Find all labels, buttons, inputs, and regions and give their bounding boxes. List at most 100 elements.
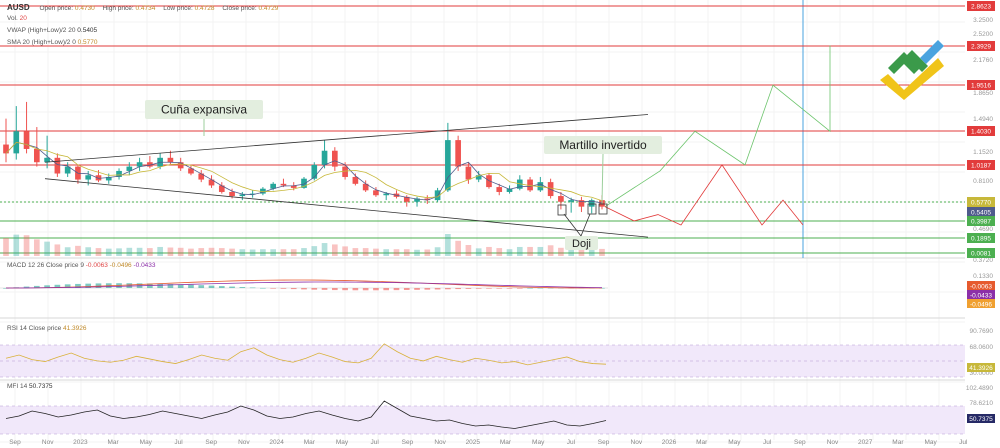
vol-value: 20	[19, 15, 27, 22]
hammer-label: Martillo invertido	[559, 138, 647, 152]
doji-label: Doji	[572, 238, 591, 250]
macd-histogram-bar	[34, 285, 40, 288]
mfi-line	[5, 400, 607, 429]
candle-body	[270, 183, 276, 189]
macd-axis-tag	[967, 299, 995, 308]
volume-bar	[475, 248, 482, 256]
candle-body	[578, 200, 585, 207]
candle-body	[280, 183, 287, 186]
doji-pointer-1	[563, 213, 582, 237]
candle-highlight-box	[587, 203, 597, 215]
candle-body	[527, 179, 533, 191]
logo-green-chevron	[888, 52, 920, 74]
candle-body	[434, 190, 441, 201]
hammer-label-bg	[544, 136, 662, 154]
time-tick-label: 2026	[662, 439, 677, 446]
macd-histogram-bar	[516, 288, 523, 289]
macd-histogram-bar	[188, 284, 194, 288]
volume-bar	[126, 247, 133, 256]
volume-bar	[465, 245, 472, 256]
macd-histogram-bar	[434, 288, 441, 290]
macd-histogram-bar	[547, 287, 554, 289]
time-tick-label: Jul	[174, 439, 183, 446]
volume-bar	[403, 249, 410, 256]
time-tick-label: Nov	[827, 439, 839, 446]
price-level-tag	[967, 197, 995, 207]
candle-body	[362, 183, 369, 191]
macd-histogram-bar	[126, 283, 133, 288]
mfi-tick-label: 102.4890	[966, 385, 993, 392]
vwap-label: VWAP (High+Low)/2 20	[7, 27, 76, 34]
candle-body	[455, 140, 461, 167]
macd-histogram-bar	[362, 288, 369, 291]
price-level-tag	[967, 233, 995, 243]
candle-body	[147, 162, 153, 167]
candle-body	[23, 131, 30, 149]
doji-label-bg	[565, 236, 598, 250]
volume-bar	[208, 247, 215, 256]
mfi-label: MFI 14	[7, 383, 28, 390]
time-tick-label: 2025	[466, 439, 481, 446]
time-tick-label: May	[336, 439, 349, 446]
candle-body	[568, 200, 574, 202]
price-tick-label: 0.4690	[973, 226, 993, 233]
sma-value: 0.5770	[77, 39, 98, 46]
volume-bar	[537, 246, 544, 256]
candle-body	[342, 166, 348, 177]
rsi-value: 41.3926	[63, 325, 87, 332]
time-tick-label: Sep	[9, 439, 21, 446]
candle-body	[126, 166, 133, 171]
macd-legend: MACD 12 26 Close price 9 -0.0063 -0.0496…	[7, 262, 156, 269]
volume-bar	[445, 234, 451, 256]
macd-histogram-bar	[465, 288, 472, 289]
candle-body	[424, 198, 431, 201]
candle-body	[414, 198, 420, 202]
high-label: High price:	[102, 5, 134, 12]
candle-body	[465, 166, 472, 180]
candle-body	[260, 188, 266, 194]
volume-bar	[383, 249, 390, 256]
projection-paths	[604, 45, 831, 226]
logo-yellow-check	[880, 58, 944, 100]
macd-label: MACD 12 26 Close price 9	[7, 262, 84, 269]
price-tick-label: 1.8650	[973, 90, 993, 97]
volume-bar	[64, 247, 71, 256]
open-label: Open price:	[39, 5, 74, 12]
macd-histogram-bar	[75, 283, 81, 288]
volume-bar	[434, 247, 441, 256]
candle-body	[249, 193, 256, 195]
hammer-pointer	[601, 153, 604, 205]
trend-lines	[44, 114, 649, 238]
vwap-legend: VWAP (High+Low)/2 20 0.5405	[7, 27, 97, 34]
macd-histogram-bar	[352, 288, 359, 291]
price-level-tag	[967, 1, 995, 11]
rsi-tick-label: 30.0000	[970, 370, 994, 377]
price-level-tag-text: 1.0187	[971, 163, 991, 170]
macd-histogram-bar	[496, 288, 503, 289]
volume-bar	[455, 240, 461, 256]
candle-body	[3, 144, 9, 154]
macd-histogram-bar	[208, 285, 215, 288]
logo-green-chevron-2	[902, 50, 928, 72]
volume-bar	[147, 248, 153, 256]
macd-histogram-bar	[157, 283, 163, 288]
candle-body	[588, 200, 595, 207]
price-level-tag-text: 1.4030	[971, 129, 991, 136]
macd-histogram-bar	[342, 288, 348, 291]
macd-histogram-bar	[167, 284, 174, 288]
price-level-tag-text: 0.0081	[971, 251, 991, 258]
macd-histogram-bar	[260, 287, 266, 289]
candle-body	[208, 179, 215, 186]
volume-bar	[75, 245, 81, 256]
time-tick-label: Sep	[794, 439, 806, 446]
low-label: Low price:	[163, 5, 193, 12]
mfi-tick-label: 78.6210	[970, 400, 994, 407]
time-tick-label: Sep	[402, 439, 414, 446]
price-level-tag-text: 1.9516	[971, 83, 991, 90]
volume-bar	[290, 249, 297, 256]
symbol: AUSD	[7, 3, 30, 12]
volume-bar	[568, 249, 574, 256]
candle-body	[403, 196, 410, 202]
volume-legend: Vol. 20	[7, 15, 27, 22]
